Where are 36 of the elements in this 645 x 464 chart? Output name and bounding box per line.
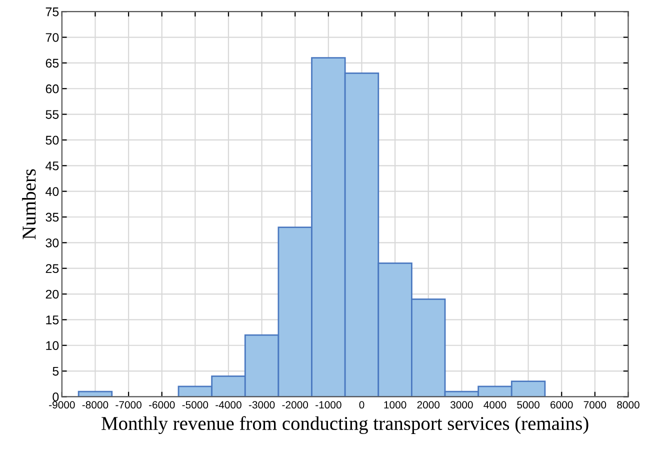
- x-tick-label: -3000: [248, 401, 275, 409]
- x-tick-label: -2000: [282, 401, 308, 409]
- y-tick-label: 35: [46, 212, 59, 222]
- x-tick-label: -7000: [116, 401, 142, 409]
- y-tick-label: 65: [46, 58, 59, 68]
- x-tick-label: -8000: [82, 401, 108, 409]
- y-tick-label: 75: [46, 8, 59, 16]
- x-tick-label: 6000: [550, 401, 573, 409]
- x-tick-label: 3000: [450, 401, 473, 409]
- y-tick-label: 5: [52, 366, 59, 376]
- x-axis-title: Monthly revenue from conducting transport services (remains): [102, 416, 588, 434]
- x-tick-label: -6000: [149, 401, 175, 409]
- y-tick-label: 55: [46, 110, 59, 119]
- y-tick-label: 0: [52, 392, 59, 402]
- x-tick-label: 7000: [584, 401, 606, 409]
- y-tick-label: 10: [46, 341, 59, 350]
- x-tick-label: -4000: [216, 401, 242, 409]
- y-tick-label: 25: [46, 264, 59, 273]
- y-tick-label: 20: [46, 290, 59, 299]
- x-tick-label: 4000: [484, 401, 506, 409]
- x-tick-label: 0: [359, 401, 364, 409]
- x-tick-label: 8000: [617, 401, 640, 409]
- x-tick-label: 1000: [384, 401, 406, 409]
- y-tick-label: 45: [46, 162, 59, 170]
- y-tick-label: 30: [46, 238, 59, 248]
- y-tick-label: 50: [46, 136, 59, 145]
- y-tick-label: 15: [46, 316, 59, 324]
- x-tick-label: -1000: [316, 401, 342, 409]
- x-tick-label: 5000: [517, 401, 540, 409]
- y-tick-label: 70: [46, 33, 59, 42]
- x-tick-label: 2000: [417, 401, 440, 409]
- x-tick-label: -5000: [182, 401, 208, 409]
- x-tick-label: -9000: [49, 401, 75, 409]
- y-tick-label: 60: [46, 84, 59, 94]
- y-axis-title: Numbers: [22, 169, 36, 240]
- y-tick-label: 40: [46, 187, 59, 196]
